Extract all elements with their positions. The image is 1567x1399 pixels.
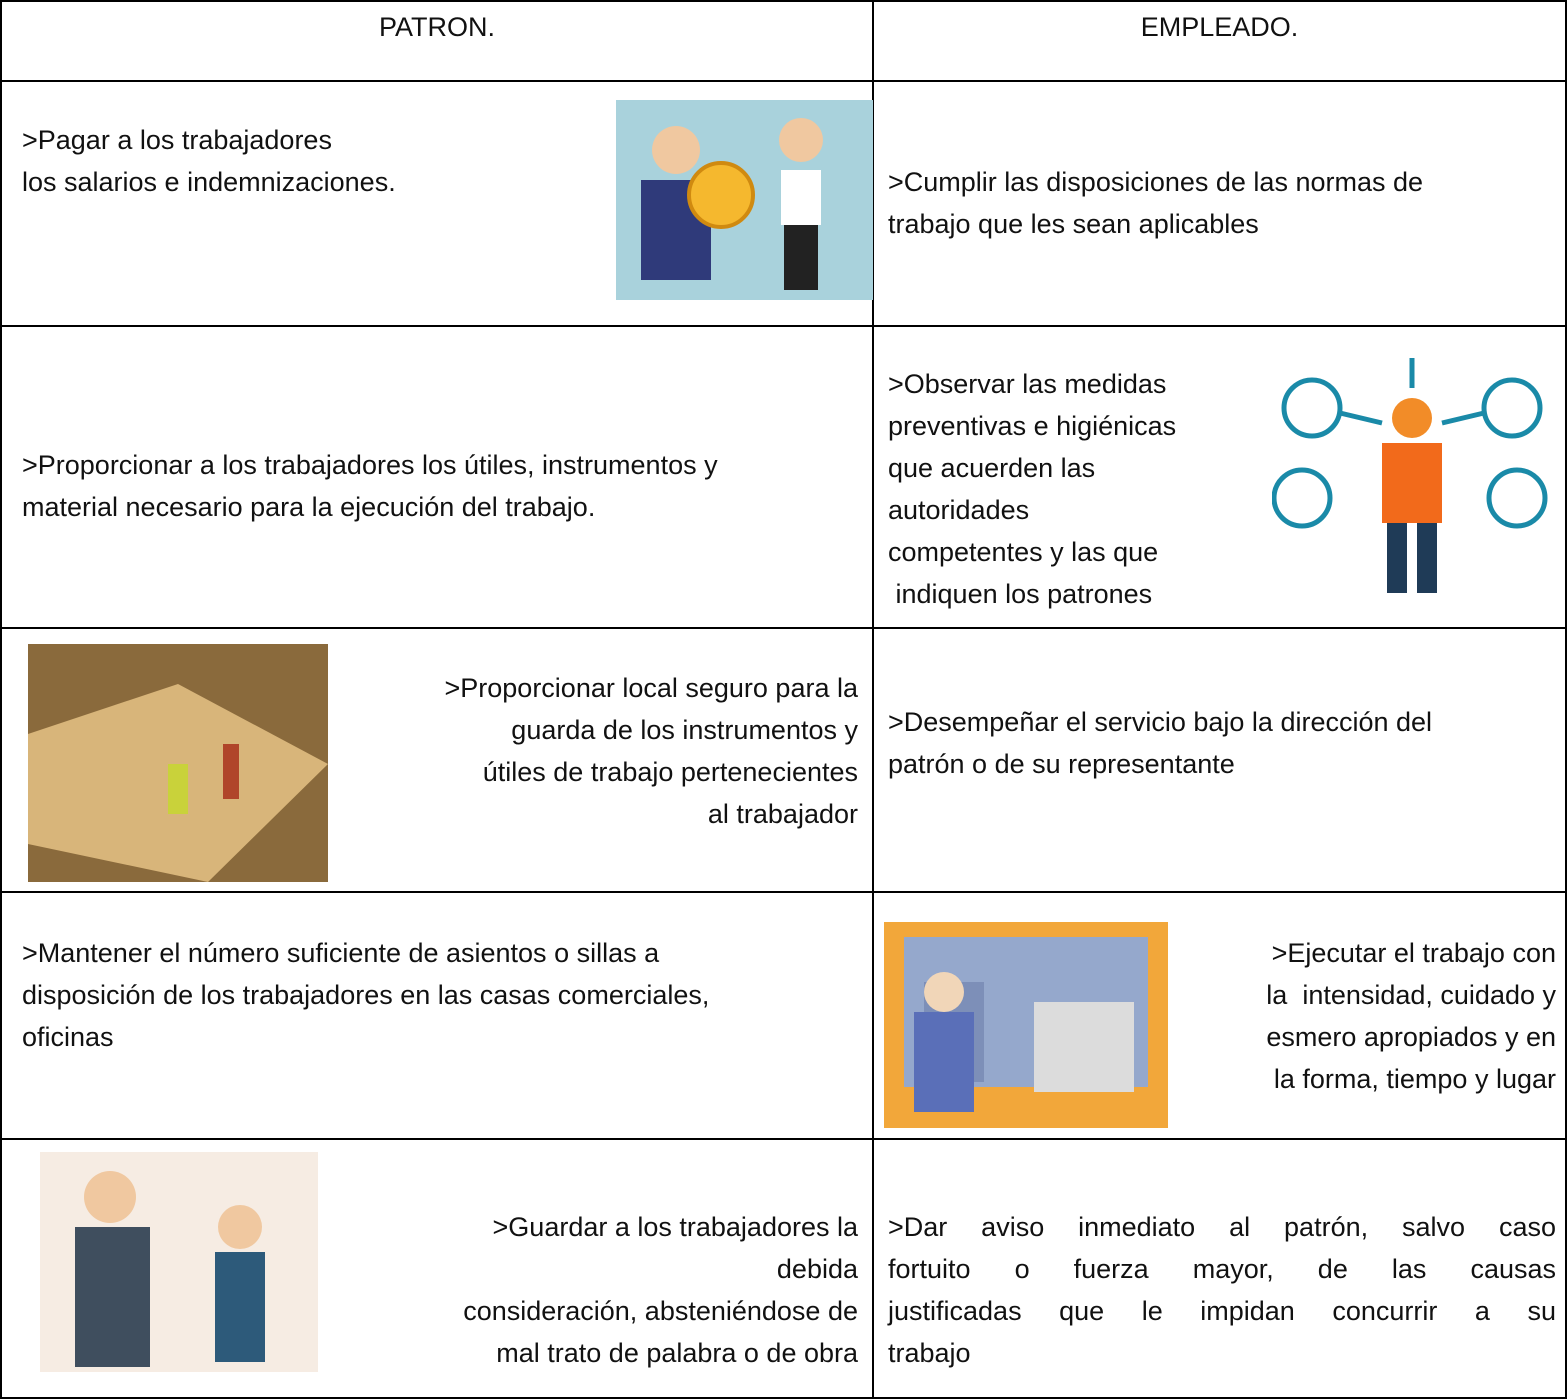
cell-text: esmero apropiados y en xyxy=(1266,1022,1556,1052)
cell-text: al trabajador xyxy=(707,799,858,829)
illustration-worker xyxy=(884,922,1168,1128)
cell-text: patrón o de su representante xyxy=(888,749,1235,779)
cell-text: la intensidad, cuidado y xyxy=(1266,980,1556,1010)
cell-text: trabajo xyxy=(888,1338,971,1368)
cell-text: >Mantener el número suficiente de asient… xyxy=(22,938,660,968)
border xyxy=(0,325,1567,327)
border xyxy=(0,891,1567,893)
cell-text: justificadas que le impidan concurrir a … xyxy=(888,1296,1556,1326)
illustration-safety xyxy=(1272,358,1548,593)
cell-text: PATRON. xyxy=(378,12,495,42)
border xyxy=(0,627,1567,629)
cell-text: EMPLEADO. xyxy=(1140,12,1299,42)
cell-text: consideración, absteniéndose de xyxy=(463,1296,858,1326)
border xyxy=(872,0,874,1399)
cell-text: los salarios e indemnizaciones. xyxy=(22,167,396,197)
illustration-payment xyxy=(616,100,873,300)
cell-text: >Pagar a los trabajadores xyxy=(22,125,332,155)
cell-text: >Guardar a los trabajadores la xyxy=(492,1212,858,1242)
border xyxy=(0,0,2,1399)
border xyxy=(0,1138,1567,1140)
cell-text: la forma, tiempo y lugar xyxy=(1273,1064,1556,1094)
cell-text: >Observar las medidas xyxy=(888,369,1167,399)
cell-text: >Cumplir las disposiciones de las normas… xyxy=(888,167,1424,197)
cell-text: guarda de los instrumentos y xyxy=(511,715,858,745)
cell-text: útiles de trabajo pertenecientes xyxy=(482,757,858,787)
border xyxy=(0,0,1567,2)
illustration-boss xyxy=(40,1152,318,1372)
cell-text: >Ejecutar el trabajo con xyxy=(1271,938,1556,968)
cell-text: competentes y las que xyxy=(888,537,1159,567)
cell-text: autoridades xyxy=(888,495,1030,525)
photo-construction xyxy=(28,644,328,882)
cell-text: que acuerden las xyxy=(888,453,1096,483)
cell-text: debida xyxy=(776,1254,858,1284)
cell-text: >Proporcionar a los trabajadores los úti… xyxy=(22,450,718,480)
cell-text: >Desempeñar el servicio bajo la direcció… xyxy=(888,707,1433,737)
cell-text: fortuito o fuerza mayor, de las causas xyxy=(888,1254,1556,1284)
border xyxy=(1565,0,1567,1399)
cell-text: >Proporcionar local seguro para la xyxy=(444,673,859,703)
cell-text: trabajo que les sean aplicables xyxy=(888,209,1259,239)
cell-text: indiquen los patrones xyxy=(888,579,1153,609)
cell-text: disposición de los trabajadores en las c… xyxy=(22,980,710,1010)
border xyxy=(0,1397,1567,1399)
cell-text: mal trato de palabra o de obra xyxy=(496,1338,858,1368)
cell-text: material necesario para la ejecución del… xyxy=(22,492,596,522)
cell-text: preventivas e higiénicas xyxy=(888,411,1177,441)
border xyxy=(0,80,1567,82)
cell-text: oficinas xyxy=(22,1022,114,1052)
cell-text: >Dar aviso inmediato al patrón, salvo ca… xyxy=(888,1212,1556,1242)
